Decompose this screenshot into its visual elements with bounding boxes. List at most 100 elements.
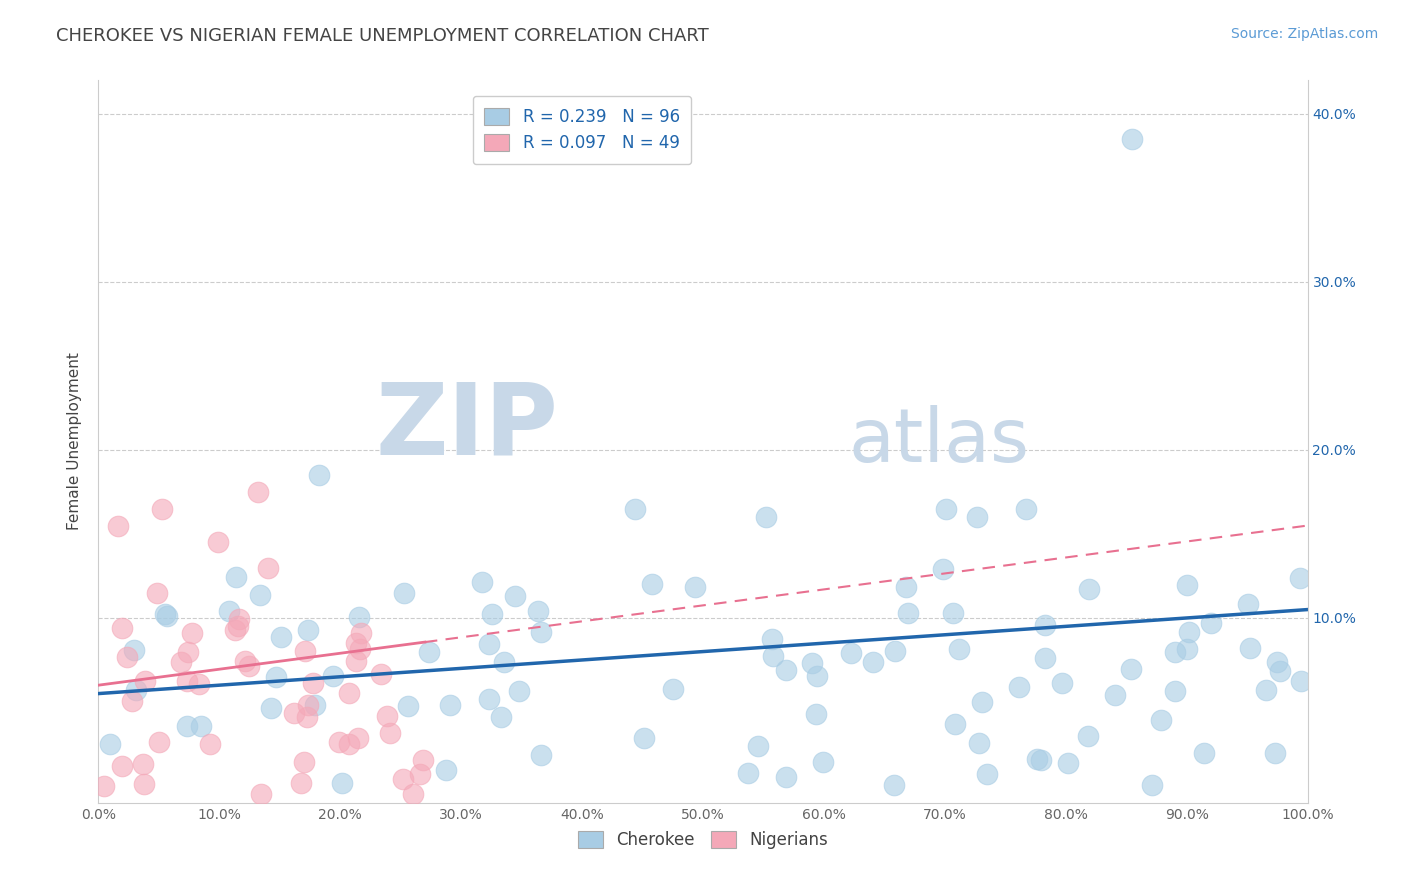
Point — [624, 501, 647, 516]
Point — [225, 570, 247, 584]
Point — [344, 654, 367, 668]
Point — [402, 788, 425, 802]
Point — [294, 644, 316, 658]
Point — [176, 719, 198, 733]
Point — [350, 625, 373, 640]
Point — [1175, 578, 1198, 592]
Point — [932, 562, 955, 576]
Point — [1163, 683, 1185, 698]
Point — [1177, 642, 1199, 657]
Point — [107, 518, 129, 533]
Point — [391, 772, 413, 786]
Point — [762, 649, 785, 664]
Point — [235, 654, 257, 668]
Point — [489, 710, 512, 724]
Point — [976, 767, 998, 781]
Point — [125, 683, 148, 698]
Point — [1008, 681, 1031, 695]
Point — [1178, 624, 1201, 639]
Point — [153, 607, 176, 622]
Point — [492, 655, 515, 669]
Point — [111, 759, 134, 773]
Point — [249, 788, 271, 802]
Point — [176, 674, 198, 689]
Point — [259, 701, 281, 715]
Point — [349, 641, 371, 656]
Point — [121, 694, 143, 708]
Point — [1033, 650, 1056, 665]
Point — [270, 630, 292, 644]
Point — [375, 708, 398, 723]
Point — [883, 644, 905, 658]
Point — [249, 588, 271, 602]
Point — [897, 607, 920, 621]
Point — [145, 586, 167, 600]
Point — [93, 779, 115, 793]
Point — [862, 656, 884, 670]
Point — [1150, 714, 1173, 728]
Point — [380, 726, 402, 740]
Point — [894, 580, 917, 594]
Point — [471, 575, 494, 590]
Point — [290, 776, 312, 790]
Point — [967, 736, 990, 750]
Point — [200, 737, 222, 751]
Text: Source: ZipAtlas.com: Source: ZipAtlas.com — [1230, 27, 1378, 41]
Point — [775, 663, 797, 677]
Point — [1121, 132, 1143, 146]
Point — [1239, 640, 1261, 655]
Legend: Cherokee, Nigerians: Cherokee, Nigerians — [571, 824, 835, 856]
Point — [1201, 615, 1223, 630]
Point — [207, 535, 229, 549]
Point — [132, 756, 155, 771]
Point — [218, 604, 240, 618]
Point — [148, 735, 170, 749]
Point — [1050, 676, 1073, 690]
Point — [737, 766, 759, 780]
Point — [295, 710, 318, 724]
Point — [943, 716, 966, 731]
Point — [478, 637, 501, 651]
Point — [1029, 753, 1052, 767]
Point — [370, 667, 392, 681]
Point — [1256, 683, 1278, 698]
Y-axis label: Female Unemployment: Female Unemployment — [67, 352, 83, 531]
Point — [347, 731, 370, 746]
Point — [308, 468, 330, 483]
Point — [942, 606, 965, 620]
Point — [1192, 746, 1215, 760]
Point — [228, 612, 250, 626]
Point — [297, 698, 319, 712]
Point — [328, 734, 350, 748]
Point — [662, 682, 685, 697]
Point — [408, 767, 430, 781]
Point — [685, 580, 707, 594]
Point — [508, 683, 530, 698]
Point — [1119, 662, 1142, 676]
Point — [1056, 756, 1078, 770]
Point — [111, 621, 134, 635]
Point — [392, 586, 415, 600]
Point — [332, 776, 354, 790]
Point — [344, 636, 367, 650]
Point — [935, 501, 957, 516]
Point — [1104, 688, 1126, 702]
Point — [134, 777, 156, 791]
Point — [503, 589, 526, 603]
Point — [1140, 778, 1163, 792]
Point — [115, 650, 138, 665]
Point — [177, 644, 200, 658]
Point — [418, 644, 440, 658]
Point — [755, 510, 778, 524]
Point — [1289, 674, 1312, 689]
Point — [302, 676, 325, 690]
Point — [526, 604, 548, 618]
Point — [801, 657, 824, 671]
Point — [226, 619, 249, 633]
Text: atlas: atlas — [848, 405, 1029, 478]
Point — [322, 669, 344, 683]
Point — [434, 763, 457, 777]
Point — [170, 655, 193, 669]
Point — [1268, 664, 1291, 678]
Point — [970, 696, 993, 710]
